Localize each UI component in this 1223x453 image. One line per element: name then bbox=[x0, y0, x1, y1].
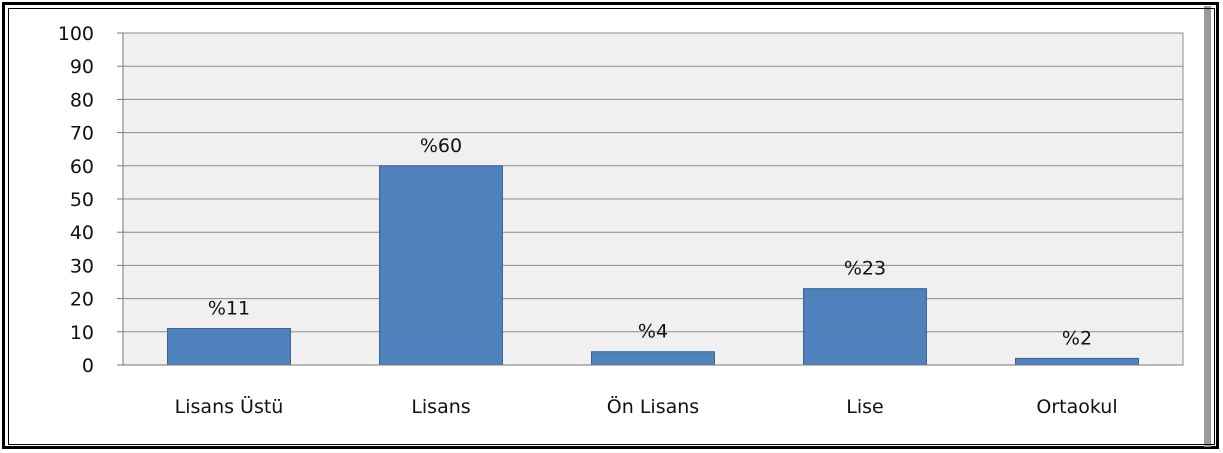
y-tick-label-60: 60 bbox=[70, 156, 94, 178]
y-tick-label-20: 20 bbox=[70, 289, 94, 311]
x-axis: Lisans Üstü Lisans Ön Lisans Lise Ortaokul bbox=[123, 364, 1183, 418]
y-tick-label-40: 40 bbox=[70, 222, 94, 244]
y-tick-label-0: 0 bbox=[82, 355, 94, 377]
data-label-4: %23 bbox=[844, 258, 886, 280]
bar-2 bbox=[379, 165, 503, 366]
y-tick-label-100: 100 bbox=[58, 23, 94, 45]
data-label-5: %2 bbox=[1062, 327, 1092, 349]
bar-1 bbox=[167, 327, 291, 366]
y-axis: 0 10 20 30 40 50 60 70 80 90 100 bbox=[58, 23, 124, 377]
bar-5 bbox=[1015, 357, 1139, 366]
chart-frame-shadow bbox=[1204, 6, 1211, 447]
data-label-2: %60 bbox=[420, 135, 462, 157]
y-tick-label-90: 90 bbox=[70, 56, 94, 78]
data-label-1: %11 bbox=[208, 297, 250, 319]
y-tick-label-50: 50 bbox=[70, 189, 94, 211]
y-tick-label-80: 80 bbox=[70, 89, 94, 111]
x-category-label-1: Lisans Üstü bbox=[175, 395, 284, 418]
y-tick-label-30: 30 bbox=[70, 255, 94, 277]
y-tick-label-10: 10 bbox=[70, 322, 94, 344]
bar-3 bbox=[591, 351, 715, 366]
x-category-label-5: Ortaokul bbox=[1036, 396, 1117, 418]
gridlines bbox=[123, 32, 1183, 333]
x-category-label-3: Ön Lisans bbox=[607, 395, 699, 418]
y-tick-label-70: 70 bbox=[70, 123, 94, 145]
x-category-label-2: Lisans bbox=[411, 396, 470, 418]
data-labels: %11 %60 %4 %23 %2 bbox=[208, 135, 1092, 350]
chart-frame-inner bbox=[8, 8, 1215, 445]
bar-4 bbox=[803, 288, 927, 366]
data-label-3: %4 bbox=[638, 321, 668, 343]
x-category-label-4: Lise bbox=[846, 396, 883, 418]
